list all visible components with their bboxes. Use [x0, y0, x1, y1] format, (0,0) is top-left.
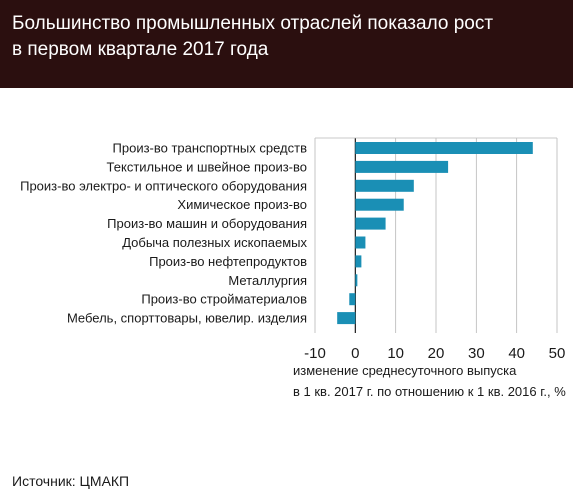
category-label: Произ-во нефтепродуктов	[149, 254, 307, 269]
bar	[355, 179, 414, 192]
x-tick-label: 20	[428, 345, 445, 362]
bar	[355, 217, 386, 230]
source-note: Источник: ЦМАКП	[12, 473, 130, 489]
bar	[355, 198, 404, 211]
x-tick-label: 50	[549, 345, 566, 362]
category-label: Мебель, спорттовары, ювелир. изделия	[67, 311, 307, 326]
category-label: Металлургия	[228, 273, 307, 288]
header-banner: Большинство промышленных отраслей показа…	[0, 0, 573, 88]
x-tick-label: 10	[387, 345, 404, 362]
bar	[355, 142, 533, 154]
category-label: Текстильное и швейное произ-во	[107, 159, 307, 174]
x-tick-label: 0	[351, 345, 359, 362]
category-label: Произ-во машин и оборудования	[107, 216, 307, 231]
category-label: Произ-во транспортных средств	[113, 141, 308, 156]
category-label: Произ-во электро- и оптического оборудов…	[20, 178, 307, 193]
x-tick-label: 40	[508, 345, 525, 362]
bar	[349, 293, 356, 306]
category-label: Химическое произ-во	[177, 197, 307, 212]
bar	[355, 160, 449, 173]
bar	[355, 274, 358, 287]
bars	[337, 142, 533, 325]
x-tick-labels: -10 0 10 20 30 40 50	[304, 345, 565, 362]
category-label: Добыча полезных ископаемых	[122, 235, 307, 250]
category-label: Произ-во стройматериалов	[141, 292, 307, 307]
x-axis-title-line2: в 1 кв. 2017 г. по отношению к 1 кв. 201…	[293, 384, 566, 399]
category-labels: Произ-во транспортных средств Текстильное…	[20, 141, 307, 326]
x-tick-label: -10	[304, 345, 326, 362]
bar	[355, 255, 362, 268]
chart-title-line2: в первом квартале 2017 года	[12, 39, 269, 60]
chart-title-line1: Большинство промышленных отраслей показа…	[12, 13, 494, 34]
chart-title: Большинство промышленных отраслей показа…	[12, 11, 552, 63]
bar	[355, 236, 366, 249]
bar-chart: Произ-во транспортных средств Текстильное…	[20, 137, 566, 399]
x-tick-label: 30	[468, 345, 485, 362]
bar	[337, 312, 356, 325]
x-axis-title-line1: изменение среднесуточного выпуска	[293, 363, 517, 378]
